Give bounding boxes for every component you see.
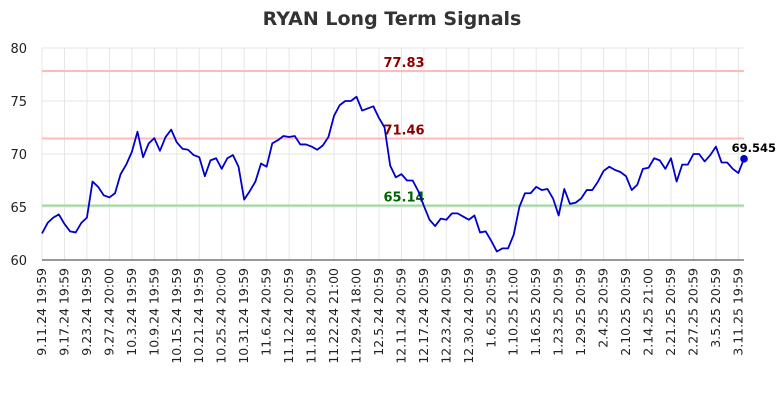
x-tick-labels: 9.11.24 19:59 9.17.24 19:59 9.23.24 19:59 9… bbox=[34, 268, 745, 364]
x-tick-label-5: 10.9.24 19:59 bbox=[146, 268, 161, 356]
x-tick-label-1: 9.17.24 19:59 bbox=[56, 268, 71, 356]
x-tick-label-19: 12.30.24 20:59 bbox=[461, 268, 476, 364]
x-tick-label-0: 9.11.24 19:59 bbox=[34, 268, 49, 356]
x-tick-label-10: 11.6.24 20:59 bbox=[259, 268, 274, 356]
x-tick-label-7: 10.21.24 19:59 bbox=[191, 268, 206, 364]
x-tick-label-24: 1.29.25 20:59 bbox=[573, 268, 588, 356]
y-tick-label-4: 80 bbox=[10, 42, 27, 57]
x-tick-label-15: 12.5.24 20:59 bbox=[371, 268, 386, 356]
x-tick-label-30: 3.5.25 20:59 bbox=[708, 268, 723, 348]
x-tick-label-16: 12.11.24 20:59 bbox=[393, 268, 408, 364]
x-tick-label-27: 2.14.25 21:00 bbox=[641, 268, 656, 356]
y-tick-label-2: 70 bbox=[10, 148, 27, 163]
chart-title: RYAN Long Term Signals bbox=[263, 8, 522, 30]
x-tick-label-21: 1.10.25 21:00 bbox=[506, 268, 521, 356]
x-tick-label-12: 11.18.24 20:59 bbox=[304, 268, 319, 364]
x-tick-label-2: 9.23.24 19:59 bbox=[79, 268, 94, 356]
y-tick-label-0: 60 bbox=[10, 254, 27, 269]
x-tick-label-8: 10.25.24 20:00 bbox=[214, 268, 229, 364]
reference-label-1: 71.46 bbox=[383, 124, 424, 139]
x-tick-label-3: 9.27.24 20:00 bbox=[101, 268, 116, 356]
series-line bbox=[41, 95, 745, 253]
x-tick-label-22: 1.16.25 20:59 bbox=[528, 268, 543, 356]
y-tick-labels: 60 65 70 75 80 bbox=[10, 42, 27, 269]
reference-lines: 77.83 71.46 65.14 bbox=[42, 56, 744, 207]
x-tick-label-6: 10.15.24 19:59 bbox=[169, 268, 184, 364]
grid bbox=[41, 47, 744, 261]
x-tick-label-17: 12.17.24 20:59 bbox=[416, 268, 431, 364]
x-tick-label-28: 2.21.25 20:59 bbox=[663, 268, 678, 356]
x-tick-label-14: 11.29.24 18:00 bbox=[348, 268, 363, 364]
x-tick-label-18: 12.23.24 20:59 bbox=[438, 268, 453, 364]
last-point-label: 69.545 bbox=[732, 141, 776, 155]
x-tick-label-31: 3.11.25 19:59 bbox=[730, 268, 745, 356]
y-tick-label-1: 65 bbox=[10, 201, 27, 216]
x-tick-label-25: 2.4.25 20:59 bbox=[596, 268, 611, 348]
x-tick-label-23: 1.23.25 20:59 bbox=[551, 268, 566, 356]
x-tick-label-26: 2.10.25 20:59 bbox=[618, 268, 633, 356]
x-tick-label-9: 10.31.24 19:59 bbox=[236, 268, 251, 364]
reference-label-0: 77.83 bbox=[383, 56, 424, 71]
x-tick-label-13: 11.22.24 21:00 bbox=[326, 268, 341, 364]
last-point-marker bbox=[740, 155, 748, 163]
x-tick-label-20: 1.6.25 20:59 bbox=[483, 268, 498, 348]
x-tick-label-11: 11.12.24 20:59 bbox=[281, 268, 296, 364]
reference-label-2: 65.14 bbox=[383, 191, 424, 206]
x-tick-label-4: 10.3.24 19:59 bbox=[124, 268, 139, 356]
y-tick-label-3: 75 bbox=[10, 95, 27, 110]
series-group: 69.545 bbox=[41, 95, 776, 253]
x-tick-label-29: 2.27.25 20:59 bbox=[685, 268, 700, 356]
